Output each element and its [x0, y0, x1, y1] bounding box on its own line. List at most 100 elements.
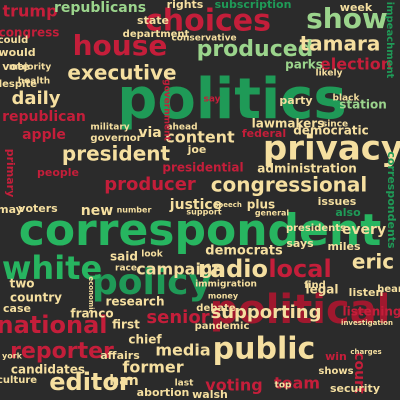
word-listening: listening — [342, 305, 400, 319]
word-black: black — [333, 94, 361, 104]
word-content: content — [165, 128, 235, 147]
word-correspondents: correspondents — [385, 151, 398, 249]
word-via: via — [138, 125, 161, 141]
word-pandemic: pandemic — [195, 321, 250, 332]
word-federal: federal — [242, 127, 286, 140]
word-editor: editor — [49, 368, 131, 396]
word-congressional: congressional — [211, 173, 368, 197]
word-miles: miles — [327, 240, 360, 253]
word-produced: produced — [197, 37, 314, 62]
word-people: people — [37, 166, 79, 179]
word-win: win — [325, 350, 347, 363]
word-privacy: privacy — [263, 129, 400, 169]
word-tamara: tamara — [300, 32, 381, 56]
word-security: security — [330, 382, 380, 395]
word-parks: parks — [285, 58, 323, 72]
word-investigation: investigation — [341, 319, 393, 327]
word-political: political — [210, 287, 391, 333]
word-presidential: presidential — [162, 161, 243, 175]
word-media: media — [155, 341, 210, 360]
word-public: public — [213, 332, 316, 367]
word-presidents: presidents — [286, 223, 346, 234]
word-former: former — [122, 358, 183, 377]
word-listen: listen — [349, 286, 384, 299]
word-reporter: reporter — [10, 339, 114, 364]
word-new: new — [81, 203, 113, 219]
word-department: department — [123, 29, 190, 40]
word-choices: choices — [145, 4, 271, 39]
word-would: would — [0, 46, 36, 59]
word-court: court — [351, 352, 367, 394]
word-franco: franco — [70, 307, 113, 321]
word-york: york — [2, 352, 23, 361]
word-immigration: immigration — [195, 280, 257, 290]
word-shows: shows — [318, 366, 353, 377]
word-likely: likely — [316, 69, 343, 79]
word-candidates: candidates — [11, 363, 85, 377]
word-primary: primary — [4, 149, 17, 198]
word-national: national — [0, 311, 107, 339]
word-top: top — [275, 381, 292, 391]
word-apple: apple — [22, 127, 66, 143]
word-majority: majority — [9, 63, 52, 73]
word-show: show — [306, 2, 388, 35]
word-voters: voters — [18, 202, 58, 215]
word-joe: joe — [187, 143, 207, 156]
word-correspondent: correspondent — [19, 205, 381, 256]
word-policy: policy — [92, 262, 212, 303]
word-say: say — [203, 95, 220, 105]
word-last: last — [175, 379, 195, 389]
word-also: also — [335, 206, 361, 219]
word-conservative: conservative — [171, 34, 236, 44]
word-find: find — [304, 280, 326, 291]
word-local: local — [268, 255, 331, 283]
word-speech: speech — [214, 201, 242, 209]
word-economic: economic — [87, 276, 95, 313]
word-justice: justice — [169, 197, 222, 213]
word-politics: politics — [117, 67, 346, 132]
word-legal: legal — [305, 283, 338, 297]
word-every: every — [342, 222, 386, 238]
word-republicans: republicans — [54, 0, 146, 16]
word-house: house — [73, 29, 168, 62]
word-rights: rights — [167, 0, 204, 11]
word-state: state — [137, 14, 169, 27]
word-hear: hear — [377, 284, 400, 295]
word-look: look — [141, 250, 163, 260]
word-research: research — [105, 295, 164, 309]
word-election: election — [320, 55, 392, 74]
word-radio: radio — [198, 255, 268, 283]
word-democrats: democrats — [205, 244, 283, 259]
word-plus: plus — [247, 198, 275, 212]
word-health: health — [18, 77, 50, 87]
word-trump: trump — [2, 2, 57, 21]
word-two: two — [9, 277, 34, 291]
word-since: since — [322, 120, 348, 130]
word-producer: producer — [104, 174, 196, 195]
word-could: could — [0, 35, 28, 46]
word-eric: eric — [352, 250, 394, 274]
word-affairs: affairs — [100, 349, 140, 362]
word-team: team — [274, 374, 320, 393]
word-white: white — [2, 249, 102, 287]
word-vote: vote — [2, 60, 29, 73]
word-supporting: supporting — [210, 302, 321, 323]
word-support: support — [186, 208, 221, 217]
word-first: first — [112, 318, 140, 332]
word-government: government — [162, 79, 172, 141]
word-ahead: ahead — [166, 123, 197, 133]
word-race: race — [115, 264, 137, 274]
word-impeachment: impeachment — [384, 2, 395, 79]
word-charges: charges — [350, 348, 381, 356]
word-money: money — [208, 292, 239, 301]
word-president: president — [62, 142, 171, 166]
word-governor: governor — [90, 133, 141, 144]
word-said: said — [110, 250, 138, 264]
word-han: han — [109, 373, 138, 389]
word-party: party — [279, 94, 312, 107]
word-voting: voting — [205, 376, 262, 395]
word-campaign: campaign — [136, 260, 224, 279]
word-debate: debate — [196, 303, 236, 314]
